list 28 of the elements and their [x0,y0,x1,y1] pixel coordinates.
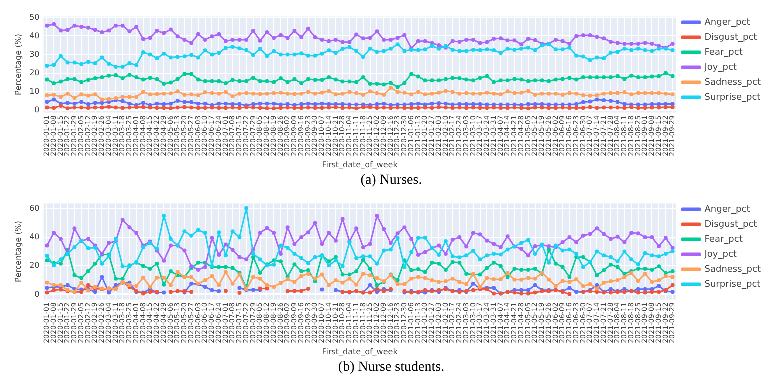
y-tick-label: 0 [34,105,40,114]
y-tick-label: 50 [30,12,40,22]
x-axis-title: First_date_of_week [322,347,398,356]
text: (a) Nurses. [360,172,424,190]
y-tick-label: 20 [30,68,40,78]
y-tick-label: 10 [30,86,40,96]
legend-label: Anger_pct [704,204,751,215]
legend-label: Fear_pct [704,234,744,245]
legend-label: Fear_pct [704,48,744,58]
y-tick-label: 40 [30,31,40,40]
legend-label: Joy_pct [704,250,738,260]
y-tick-label: 60 [30,204,40,213]
legend-label: Disgust_pct [704,32,758,43]
y-axis-title: Percentage (%) [14,221,23,282]
y-tick-label: 20 [30,261,40,270]
legend-label: Joy_pct [704,62,738,73]
legend-label: Sadness_pct [704,264,762,275]
legend-label: Surprise_pct [704,92,762,103]
y-tick-label: 30 [30,50,40,59]
x-axis-title: First_date_of_week [322,160,398,170]
legend-label: Anger_pct [704,18,751,28]
y-tick-label: 0 [34,290,40,299]
legend-label: Sadness_pct [704,78,762,88]
legend-label: Disgust_pct [704,220,758,230]
text: (b) Nurse students. [337,359,446,377]
y-axis-title: Percentage (%) [14,34,23,96]
y-tick-label: 40 [30,232,40,242]
legend-label: Surprise_pct [704,280,762,290]
